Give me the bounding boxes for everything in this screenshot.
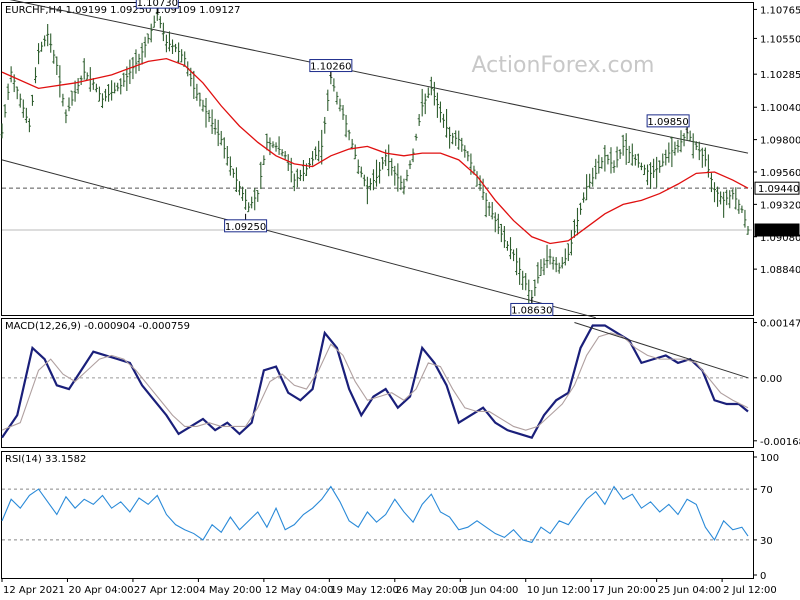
macd-y-tick-label: 0.001479 xyxy=(760,319,800,330)
x-tick-label: 10 Jun 12:00 xyxy=(527,585,591,596)
x-tick-label: 12 May 04:00 xyxy=(265,585,334,596)
annotation-box-4 xyxy=(646,114,690,128)
x-tick-label: 19 May 12:00 xyxy=(330,585,399,596)
channel-upper-line xyxy=(9,0,749,154)
level-label-0: 1.09440 xyxy=(758,184,799,195)
price-y-tick-label: 1.10285 xyxy=(760,70,800,81)
price-y-tick-label: 1.09800 xyxy=(760,136,800,147)
moving-average-line xyxy=(1,57,749,245)
x-tick-label: 27 Apr 12:00 xyxy=(134,585,199,596)
macd-y-tick-label: 0.00 xyxy=(760,374,782,385)
annotation-label-0: 1.10730 xyxy=(137,0,178,9)
rsi-panel-title: RSI(14) 33.1582 xyxy=(5,454,86,465)
annotation-label-4: 1.09850 xyxy=(647,117,688,128)
x-tick-label: 26 May 20:00 xyxy=(396,585,465,596)
x-tick-label: 3 Jun 04:00 xyxy=(461,585,518,596)
rsi-panel-frame xyxy=(1,451,754,579)
rsi-y-tick-label: 30 xyxy=(760,536,773,547)
x-tick-label: 17 Jun 20:00 xyxy=(592,585,656,596)
annotation-box-3 xyxy=(510,302,554,316)
price-y-tick-label: 1.08840 xyxy=(760,265,800,276)
rsi-line xyxy=(1,485,749,544)
annotation-label-2: 1.09250 xyxy=(225,222,266,233)
price-y-tick-label: 1.09320 xyxy=(760,200,800,211)
macd-panel-title: MACD(12,26,9) -0.000904 -0.000759 xyxy=(5,321,190,332)
price-bars xyxy=(0,1,750,308)
annotation-box-2 xyxy=(224,219,268,233)
macd-trendline xyxy=(574,322,749,379)
price-y-tick-label: 1.10765 xyxy=(760,5,800,16)
rsi-y-tick-label: 70 xyxy=(760,485,773,496)
macd-y-tick-label: -0.001684 xyxy=(760,437,800,448)
price-y-tick-label: 1.10550 xyxy=(760,34,800,45)
panel-frames xyxy=(1,2,754,579)
level-label-box-1 xyxy=(754,223,800,237)
x-tick-label: 25 Jun 04:00 xyxy=(658,585,722,596)
rsi-y-tick-label: 0 xyxy=(760,571,766,582)
channel-lower-line xyxy=(1,159,596,319)
price-y-tick-label: 1.10040 xyxy=(760,103,800,114)
price-y-tick-label: 1.09080 xyxy=(760,233,800,244)
macd-panel-frame xyxy=(1,318,754,448)
level-label-box-0 xyxy=(754,181,800,195)
watermark: ActionForex.com xyxy=(472,53,655,78)
price-panel-title: EURCHF,H4 1.09199 1.09250 1.09109 1.0912… xyxy=(5,5,241,16)
axes: 1.10765 1.10550 1.10285 1.10040 1.09800 1.095… xyxy=(1,5,800,596)
annotation-label-3: 1.08630 xyxy=(511,305,552,316)
level-label-1: 1.09127 xyxy=(758,226,799,237)
chart-marks: 1.10730 1.10260 1.09250 1.08630 1.09850 xyxy=(0,0,752,544)
x-tick-label: 4 May 20:00 xyxy=(199,585,261,596)
annotation-label-1: 1.10260 xyxy=(310,62,351,73)
x-tick-label: 2 Jul 12:00 xyxy=(723,585,777,596)
price-y-tick-label: 1.09560 xyxy=(760,168,800,179)
annotation-box-1 xyxy=(309,59,353,73)
x-tick-label: 20 Apr 04:00 xyxy=(68,585,133,596)
macd-signal-line xyxy=(1,332,749,431)
price-panel-frame xyxy=(1,2,754,316)
annotation-box-0 xyxy=(135,0,179,9)
x-tick-label: 12 Apr 2021 xyxy=(3,585,65,596)
rsi-y-tick-label: 100 xyxy=(760,453,779,464)
